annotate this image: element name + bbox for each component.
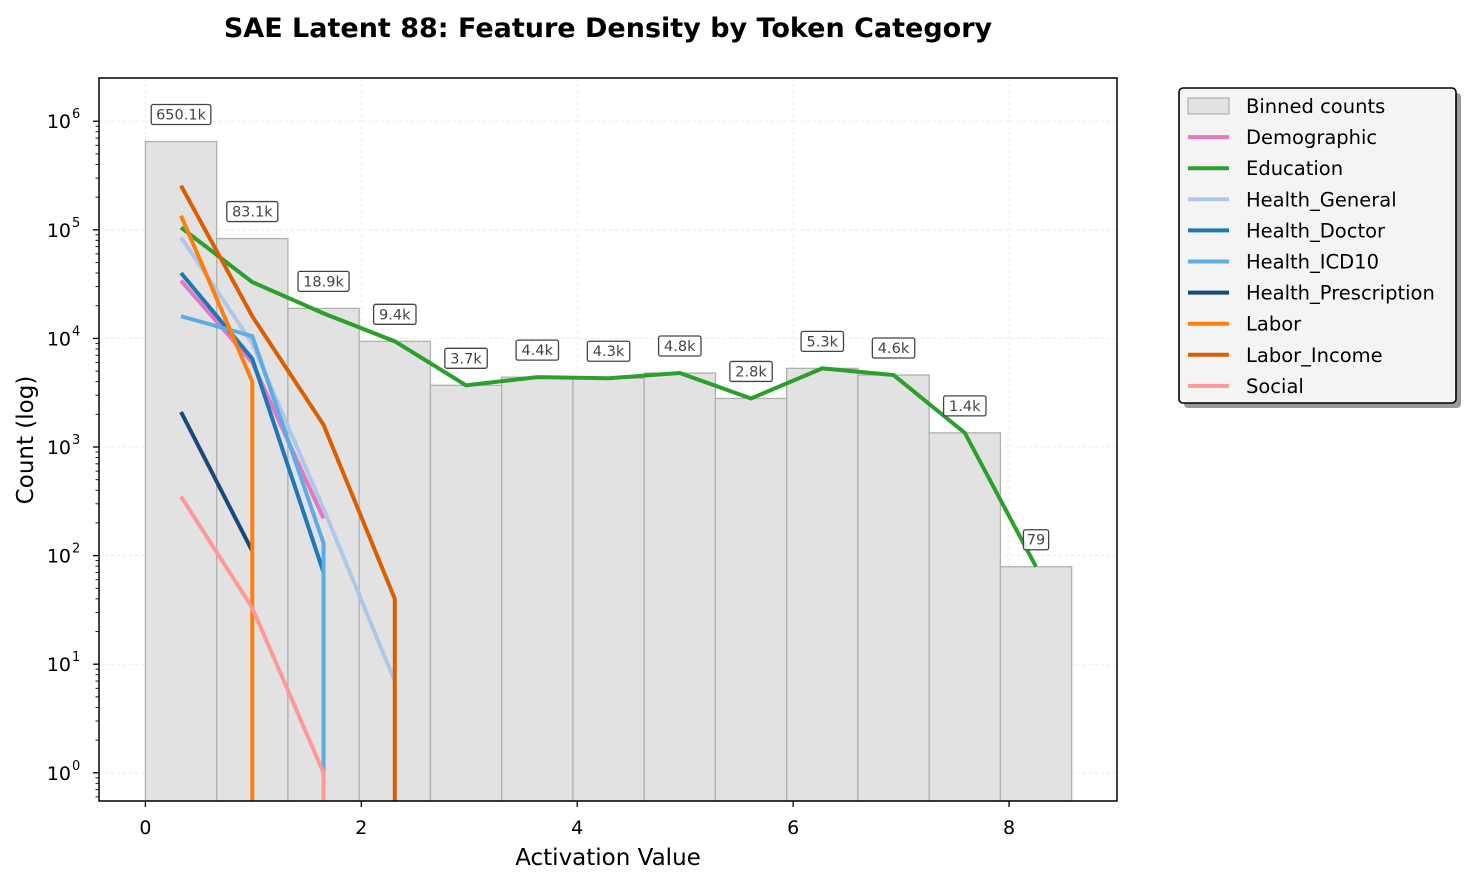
legend-label-education: Education [1246, 157, 1343, 180]
bar-count-label: 4.4k [515, 339, 560, 361]
bar-count-label-box [800, 330, 845, 353]
bar-count-label-box [226, 200, 279, 223]
bar-count-label-text: 650.1k [156, 108, 207, 124]
legend-label-health_general: Health_General [1246, 188, 1397, 211]
x-tick-label: 4 [571, 817, 583, 839]
bar-count-label-text: 4.3k [593, 344, 625, 360]
series-line-health_doctor [179, 271, 326, 574]
plot-frame [98, 77, 1118, 802]
bar-count-label-box [515, 339, 560, 361]
legend-box [1178, 87, 1457, 404]
y-tick-exponent: 1 [72, 650, 80, 665]
histogram-bar [714, 397, 788, 802]
lines-layer [179, 184, 1038, 801]
series-line-health_icd10 [180, 314, 326, 801]
series-line-labor_income [179, 184, 397, 801]
x-tick-label: 2 [355, 817, 367, 839]
bar-count-label-text: 4.8k [664, 339, 696, 355]
y-tick-label: 10 [47, 654, 71, 676]
y-tick-label: 10 [47, 328, 71, 350]
y-tick-exponent: 0 [72, 759, 80, 774]
histogram-bar [786, 367, 859, 802]
histogram-bar [501, 376, 574, 802]
legend-label-labor: Labor [1246, 313, 1302, 336]
bar-count-label: 83.1k [226, 200, 279, 223]
legend-label-labor_income: Labor_Income [1246, 344, 1383, 367]
legend: Binned counts Demographic Education Health_… [1178, 87, 1461, 408]
series-line-labor [179, 214, 255, 801]
bars-layer [144, 140, 1073, 802]
histogram-bar [429, 384, 503, 802]
x-tick-label: 6 [787, 817, 799, 839]
histogram-bar [572, 377, 645, 802]
bar-count-label-box [297, 270, 350, 293]
histogram-bar [928, 432, 1002, 802]
bar-count-label-box [729, 360, 773, 383]
y-tick-label: 10 [47, 546, 71, 568]
bar-count-label-text: 4.6k [878, 341, 910, 357]
legend-label-health_doctor: Health_Doctor [1246, 219, 1386, 242]
x-tick-label: 8 [1003, 817, 1015, 839]
x-axis: 0 2 4 6 8 [139, 801, 1015, 839]
bar-count-label-box [942, 395, 987, 417]
y-tick-exponent: 2 [72, 542, 80, 557]
bar-count-label-text: 1.4k [949, 399, 981, 415]
y-tick-label: 10 [47, 763, 71, 785]
legend-label-health_prescription: Health_Prescription [1246, 282, 1435, 305]
bar-count-label-text: 9.4k [379, 307, 411, 323]
legend-label-social: Social [1246, 375, 1304, 398]
bar-count-label-text: 2.8k [735, 364, 767, 380]
y-tick-exponent: 6 [72, 107, 80, 122]
bar-count-label: 4.6k [871, 337, 916, 359]
bar-count-label-text: 4.4k [522, 343, 554, 359]
histogram-bar [857, 374, 930, 802]
bar-count-label: 650.1k [150, 103, 212, 126]
x-axis-label: Activation Value [515, 845, 701, 871]
bar-count-label: 18.9k [297, 270, 350, 293]
bar-count-label: 2.8k [729, 360, 773, 383]
bar-count-label: 79 [1022, 529, 1050, 551]
bar-count-label-text: 5.3k [807, 334, 839, 350]
chart-title: SAE Latent 88: Feature Density by Token … [224, 13, 993, 44]
series-line-education [179, 225, 1038, 568]
y-axis-label: Count (log) [13, 376, 39, 505]
bar-count-label: 9.4k [372, 303, 417, 325]
series-line-health_prescription [179, 411, 255, 553]
x-tick-label: 0 [139, 817, 151, 839]
y-tick-exponent: 5 [72, 216, 80, 231]
histogram-bar [643, 372, 717, 802]
bar-count-label-box [372, 303, 417, 325]
y-tick-exponent: 4 [72, 324, 80, 339]
bar-count-label-text: 79 [1027, 533, 1045, 549]
bar-count-label-box [1022, 529, 1050, 551]
bar-count-label: 4.8k [657, 335, 702, 357]
legend-swatch-binned-counts [1187, 97, 1230, 115]
series-line-health_general [179, 236, 397, 682]
bar-count-label-box [444, 347, 488, 369]
legend-label-binned-counts: Binned counts [1246, 95, 1385, 118]
bar-count-label-text: 3.7k [450, 351, 482, 367]
y-tick-label: 10 [47, 220, 71, 242]
bar-count-label-text: 18.9k [303, 274, 344, 290]
bar-count-label-box [657, 335, 702, 357]
histogram-bar [999, 566, 1073, 802]
bar-count-label: 5.3k [800, 330, 845, 353]
bar-count-label: 1.4k [942, 395, 987, 417]
y-tick-label: 10 [47, 437, 71, 459]
legend-label-health_icd10: Health_ICD10 [1246, 251, 1379, 274]
series-line-social [179, 495, 326, 801]
legend-label-demographic: Demographic [1246, 126, 1377, 149]
bar-count-label-box [150, 103, 212, 126]
bar-count-label: 3.7k [444, 347, 488, 369]
bar-labels-layer: 650.1k 83.1k 18.9k 9.4k 3.7k 4.4k 4.3k 4.8k 2.8k… [150, 103, 1050, 551]
bar-count-label-text: 83.1k [232, 205, 273, 221]
bar-count-label-box [586, 340, 631, 362]
bar-count-label-box [871, 337, 916, 359]
y-tick-label: 10 [47, 111, 71, 133]
y-tick-exponent: 3 [72, 433, 80, 448]
bar-count-label: 4.3k [586, 340, 631, 362]
